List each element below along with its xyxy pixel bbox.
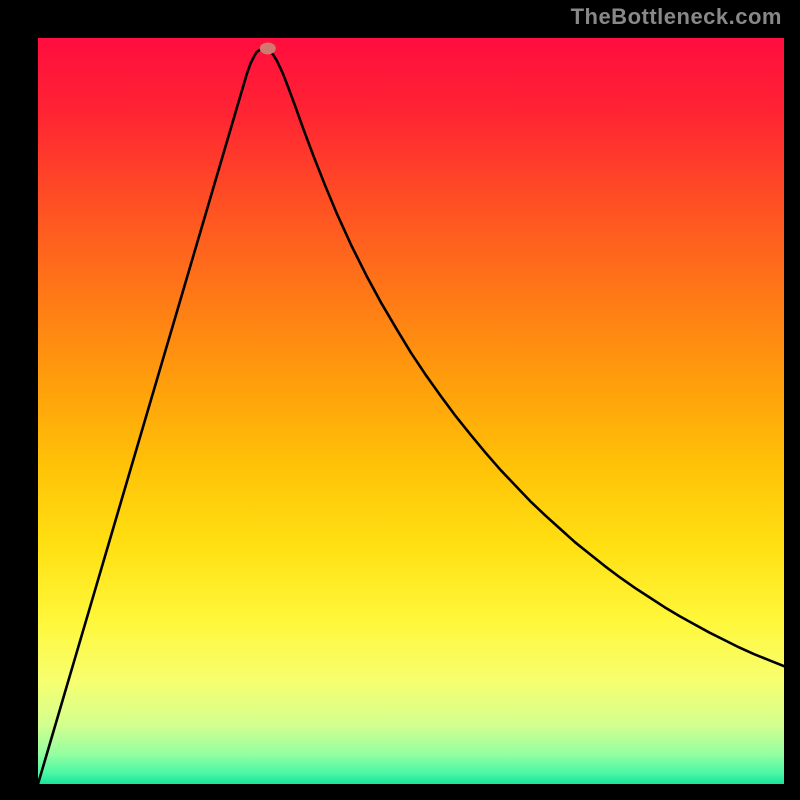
watermark-label: TheBottleneck.com — [571, 4, 782, 30]
gradient-background — [38, 38, 784, 784]
plot-svg — [38, 38, 784, 784]
plot-area — [38, 38, 784, 784]
chart-container: TheBottleneck.com — [0, 0, 800, 800]
optimum-marker — [260, 42, 276, 54]
